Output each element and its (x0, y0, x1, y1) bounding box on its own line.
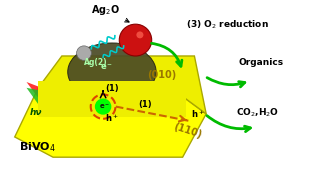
Text: (3) O$_2$ reduction: (3) O$_2$ reduction (186, 18, 268, 31)
Text: BiVO$_4$: BiVO$_4$ (19, 140, 56, 154)
Polygon shape (27, 88, 71, 117)
Text: h$^+$: h$^+$ (105, 113, 119, 125)
Ellipse shape (68, 43, 156, 101)
Text: Ag$_2$O: Ag$_2$O (91, 3, 129, 22)
Polygon shape (38, 81, 186, 117)
Text: Organics: Organics (238, 58, 284, 67)
Circle shape (76, 46, 91, 60)
Polygon shape (15, 88, 206, 157)
Circle shape (119, 24, 152, 56)
Text: e$^-$: e$^-$ (99, 102, 110, 111)
Text: e$^-$: e$^-$ (99, 63, 113, 72)
Text: CO$_2$,H$_2$O: CO$_2$,H$_2$O (236, 106, 279, 119)
Polygon shape (27, 82, 79, 114)
Text: (010): (010) (147, 70, 177, 80)
Text: Ag(2): Ag(2) (84, 58, 108, 67)
Polygon shape (38, 56, 206, 114)
Circle shape (136, 31, 144, 38)
Text: (110): (110) (172, 122, 203, 140)
Text: (1): (1) (138, 100, 152, 109)
Text: (1): (1) (105, 84, 119, 93)
Text: h$^+$: h$^+$ (191, 108, 204, 120)
Circle shape (95, 98, 111, 115)
Text: hν: hν (29, 108, 42, 117)
